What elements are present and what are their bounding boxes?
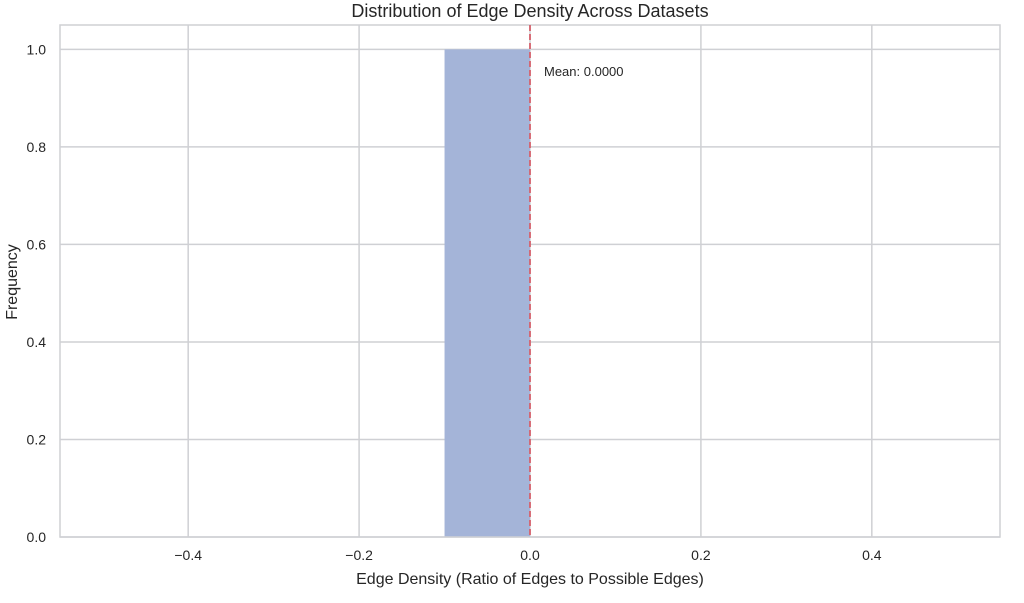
y-axis-label: Frequency — [4, 244, 21, 320]
x-tick-label-1: −0.2 — [345, 547, 373, 563]
x-tick-label-3: 0.2 — [691, 547, 711, 563]
y-axis-ticks: 0.0 0.2 0.4 0.6 0.8 1.0 — [27, 41, 47, 545]
histogram-bar-0 — [444, 49, 530, 537]
mean-line-group: Mean: 0.0000 — [529, 25, 624, 537]
y-tick-label-3: 0.6 — [27, 236, 47, 252]
x-axis-ticks: −0.4 −0.2 0.0 0.2 0.4 — [174, 547, 881, 563]
chart-title: Distribution of Edge Density Across Data… — [351, 1, 708, 21]
y-tick-label-0: 0.0 — [27, 529, 47, 545]
y-tick-label-1: 0.2 — [27, 431, 47, 447]
x-tick-label-2: 0.0 — [520, 547, 540, 563]
mean-annotation: Mean: 0.0000 — [544, 64, 624, 79]
y-tick-label-5: 1.0 — [27, 41, 47, 57]
bars — [444, 49, 530, 537]
x-axis-label: Edge Density (Ratio of Edges to Possible… — [356, 571, 704, 588]
x-tick-label-0: −0.4 — [174, 547, 202, 563]
y-tick-label-2: 0.4 — [27, 334, 47, 350]
x-tick-label-4: 0.4 — [862, 547, 882, 563]
y-tick-label-4: 0.8 — [27, 139, 47, 155]
